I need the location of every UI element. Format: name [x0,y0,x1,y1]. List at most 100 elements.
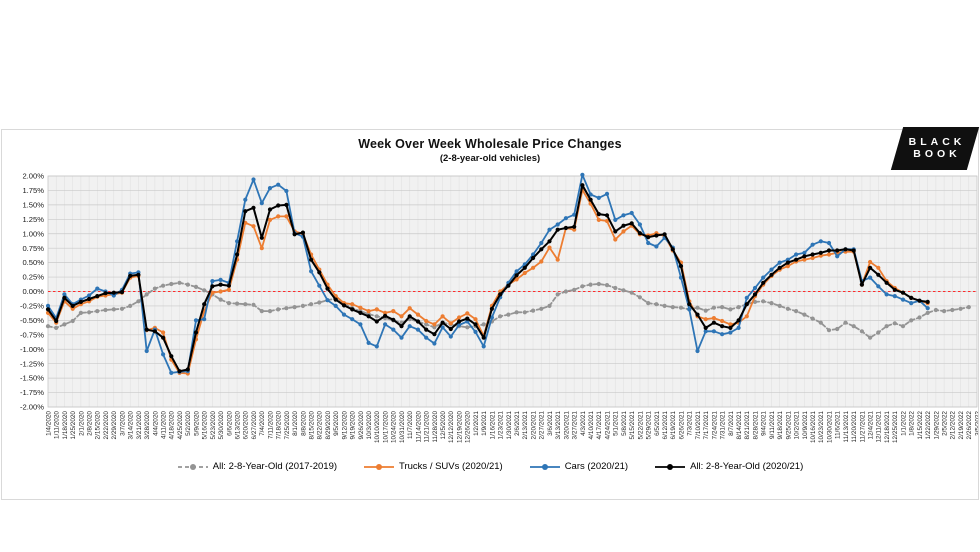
svg-text:12/25/2021: 12/25/2021 [892,411,899,443]
svg-text:9/4/2021: 9/4/2021 [761,411,768,436]
svg-text:10/24/2020: 10/24/2020 [391,411,398,443]
svg-text:1/16/2021: 1/16/2021 [489,411,496,440]
legend-label: All: 2-8-Year-Old (2020/21) [690,461,804,472]
svg-text:3/21/2020: 3/21/2020 [136,411,143,440]
svg-text:-0.75%: -0.75% [20,330,44,339]
legend-label: Cars (2020/21) [564,461,629,472]
legend-swatch-line-marker-icon [177,463,208,470]
svg-text:1/8/2022: 1/8/2022 [909,411,916,436]
svg-text:2/5/2022: 2/5/2022 [942,411,949,436]
svg-text:7/18/2020: 7/18/2020 [276,411,283,440]
blackbook-logo: BLACK BOOK [890,127,980,170]
legend-label: All: 2-8-Year-Old (2017-2019) [212,461,338,472]
svg-text:7/31/2021: 7/31/2021 [720,411,727,440]
svg-text:10/10/2020: 10/10/2020 [374,411,381,443]
svg-text:1/1/2022: 1/1/2022 [900,411,907,436]
svg-text:12/4/2021: 12/4/2021 [868,411,875,440]
svg-text:-1.75%: -1.75% [20,388,44,397]
svg-text:11/6/2021: 11/6/2021 [835,411,842,439]
svg-text:0.25%: 0.25% [22,273,44,282]
svg-text:12/19/2020: 12/19/2020 [456,411,463,443]
svg-text:11/27/2021: 11/27/2021 [859,411,866,443]
chart-card: 2.00% 1.75% 1.50% 1.25% 1.00% 0.75% 0.50% 0.25%… [1,127,980,500]
svg-text:1.50%: 1.50% [22,200,44,209]
svg-text:3/7/2020: 3/7/2020 [119,411,126,436]
svg-text:3/28/2020: 3/28/2020 [144,411,151,440]
svg-text:9/5/2020: 9/5/2020 [333,411,340,436]
svg-text:4/25/2020: 4/25/2020 [177,411,184,440]
svg-text:10/3/2020: 10/3/2020 [366,411,373,440]
svg-text:2/6/2021: 2/6/2021 [514,411,521,436]
chart-legend: All: 2-8-Year-Old (2017-2019) Trucks / SU… [2,461,978,472]
svg-text:9/26/2020: 9/26/2020 [358,411,365,440]
svg-text:5/29/2021: 5/29/2021 [646,411,653,440]
svg-text:10/30/2021: 10/30/2021 [826,411,833,443]
svg-text:5/23/2020: 5/23/2020 [210,411,217,440]
svg-text:12/5/2020: 12/5/2020 [440,411,447,440]
svg-text:4/18/2020: 4/18/2020 [169,411,176,440]
svg-text:2/29/2020: 2/29/2020 [111,411,118,440]
svg-text:-1.50%: -1.50% [20,374,44,383]
svg-text:7/3/2021: 7/3/2021 [687,411,694,436]
svg-text:2/15/2020: 2/15/2020 [95,411,102,440]
svg-text:1/22/2022: 1/22/2022 [925,411,932,440]
svg-text:8/21/2021: 8/21/2021 [744,411,751,440]
svg-text:11/13/2021: 11/13/2021 [843,411,850,443]
svg-text:1/25/2020: 1/25/2020 [70,411,77,440]
svg-text:11/28/2020: 11/28/2020 [432,411,439,443]
svg-text:6/19/2021: 6/19/2021 [670,411,677,440]
svg-text:2/12/2022: 2/12/2022 [950,411,957,440]
svg-text:11/7/2020: 11/7/2020 [407,411,414,439]
svg-text:2/13/2021: 2/13/2021 [522,411,529,440]
svg-text:1/2/2021: 1/2/2021 [473,411,480,436]
legend-swatch-line-marker-icon [655,463,686,470]
chart-plot: 2.00% 1.75% 1.50% 1.25% 1.00% 0.75% 0.50% 0.25%… [20,172,978,443]
svg-text:5/8/2021: 5/8/2021 [621,411,628,436]
legend-item: Cars (2020/21) [529,461,628,472]
svg-text:12/12/2020: 12/12/2020 [448,411,455,443]
svg-text:6/5/2021: 6/5/2021 [654,411,661,436]
svg-text:6/12/2021: 6/12/2021 [662,411,669,440]
svg-text:1.00%: 1.00% [22,229,44,238]
svg-text:8/29/2020: 8/29/2020 [325,411,332,440]
svg-text:4/10/2021: 4/10/2021 [588,411,595,440]
legend-swatch-line-marker-icon [364,463,395,470]
svg-text:1/4/2020: 1/4/2020 [45,411,52,436]
svg-text:2/26/2022: 2/26/2022 [966,411,973,440]
svg-text:8/14/2021: 8/14/2021 [736,411,743,440]
svg-text:1/11/2020: 1/11/2020 [54,411,61,439]
svg-text:2/22/2020: 2/22/2020 [103,411,110,440]
svg-text:1/30/2021: 1/30/2021 [506,411,513,440]
svg-text:2/8/2020: 2/8/2020 [87,411,94,436]
svg-text:7/10/2021: 7/10/2021 [695,411,702,440]
svg-text:5/2/2020: 5/2/2020 [185,411,192,436]
svg-text:1/9/2021: 1/9/2021 [481,411,488,436]
svg-text:10/31/2020: 10/31/2020 [399,411,406,443]
svg-text:10/9/2021: 10/9/2021 [802,411,809,440]
svg-text:4/24/2021: 4/24/2021 [604,411,611,440]
svg-text:1/23/2021: 1/23/2021 [498,411,505,440]
svg-text:7/17/2021: 7/17/2021 [703,411,710,440]
svg-text:12/26/2020: 12/26/2020 [465,411,472,443]
svg-text:6/20/2020: 6/20/2020 [243,411,250,440]
svg-text:1.75%: 1.75% [22,186,44,195]
svg-text:3/27/2021: 3/27/2021 [572,411,579,440]
svg-text:-0.50%: -0.50% [20,316,44,325]
svg-text:3/6/2021: 3/6/2021 [547,411,554,436]
svg-text:1/29/2022: 1/29/2022 [933,411,940,440]
svg-text:11/20/2021: 11/20/2021 [851,411,858,443]
svg-text:4/11/2020: 4/11/2020 [160,411,167,439]
svg-text:8/15/2020: 8/15/2020 [308,411,315,440]
svg-text:9/25/2021: 9/25/2021 [785,411,792,440]
svg-text:12/11/2021: 12/11/2021 [876,411,883,443]
chart-subtitle: (2-8-year-old vehicles) [439,153,541,164]
svg-text:5/9/2020: 5/9/2020 [193,411,200,436]
svg-text:3/5/2022: 3/5/2022 [974,411,978,436]
svg-text:6/26/2021: 6/26/2021 [678,411,685,440]
svg-text:8/8/2020: 8/8/2020 [300,411,307,436]
svg-text:12/18/2021: 12/18/2021 [884,411,891,443]
legend-item: Trucks / SUVs (2020/21) [363,461,503,472]
svg-text:7/24/2021: 7/24/2021 [711,411,718,440]
svg-text:8/1/2020: 8/1/2020 [292,411,299,436]
svg-text:4/17/2021: 4/17/2021 [596,411,603,440]
